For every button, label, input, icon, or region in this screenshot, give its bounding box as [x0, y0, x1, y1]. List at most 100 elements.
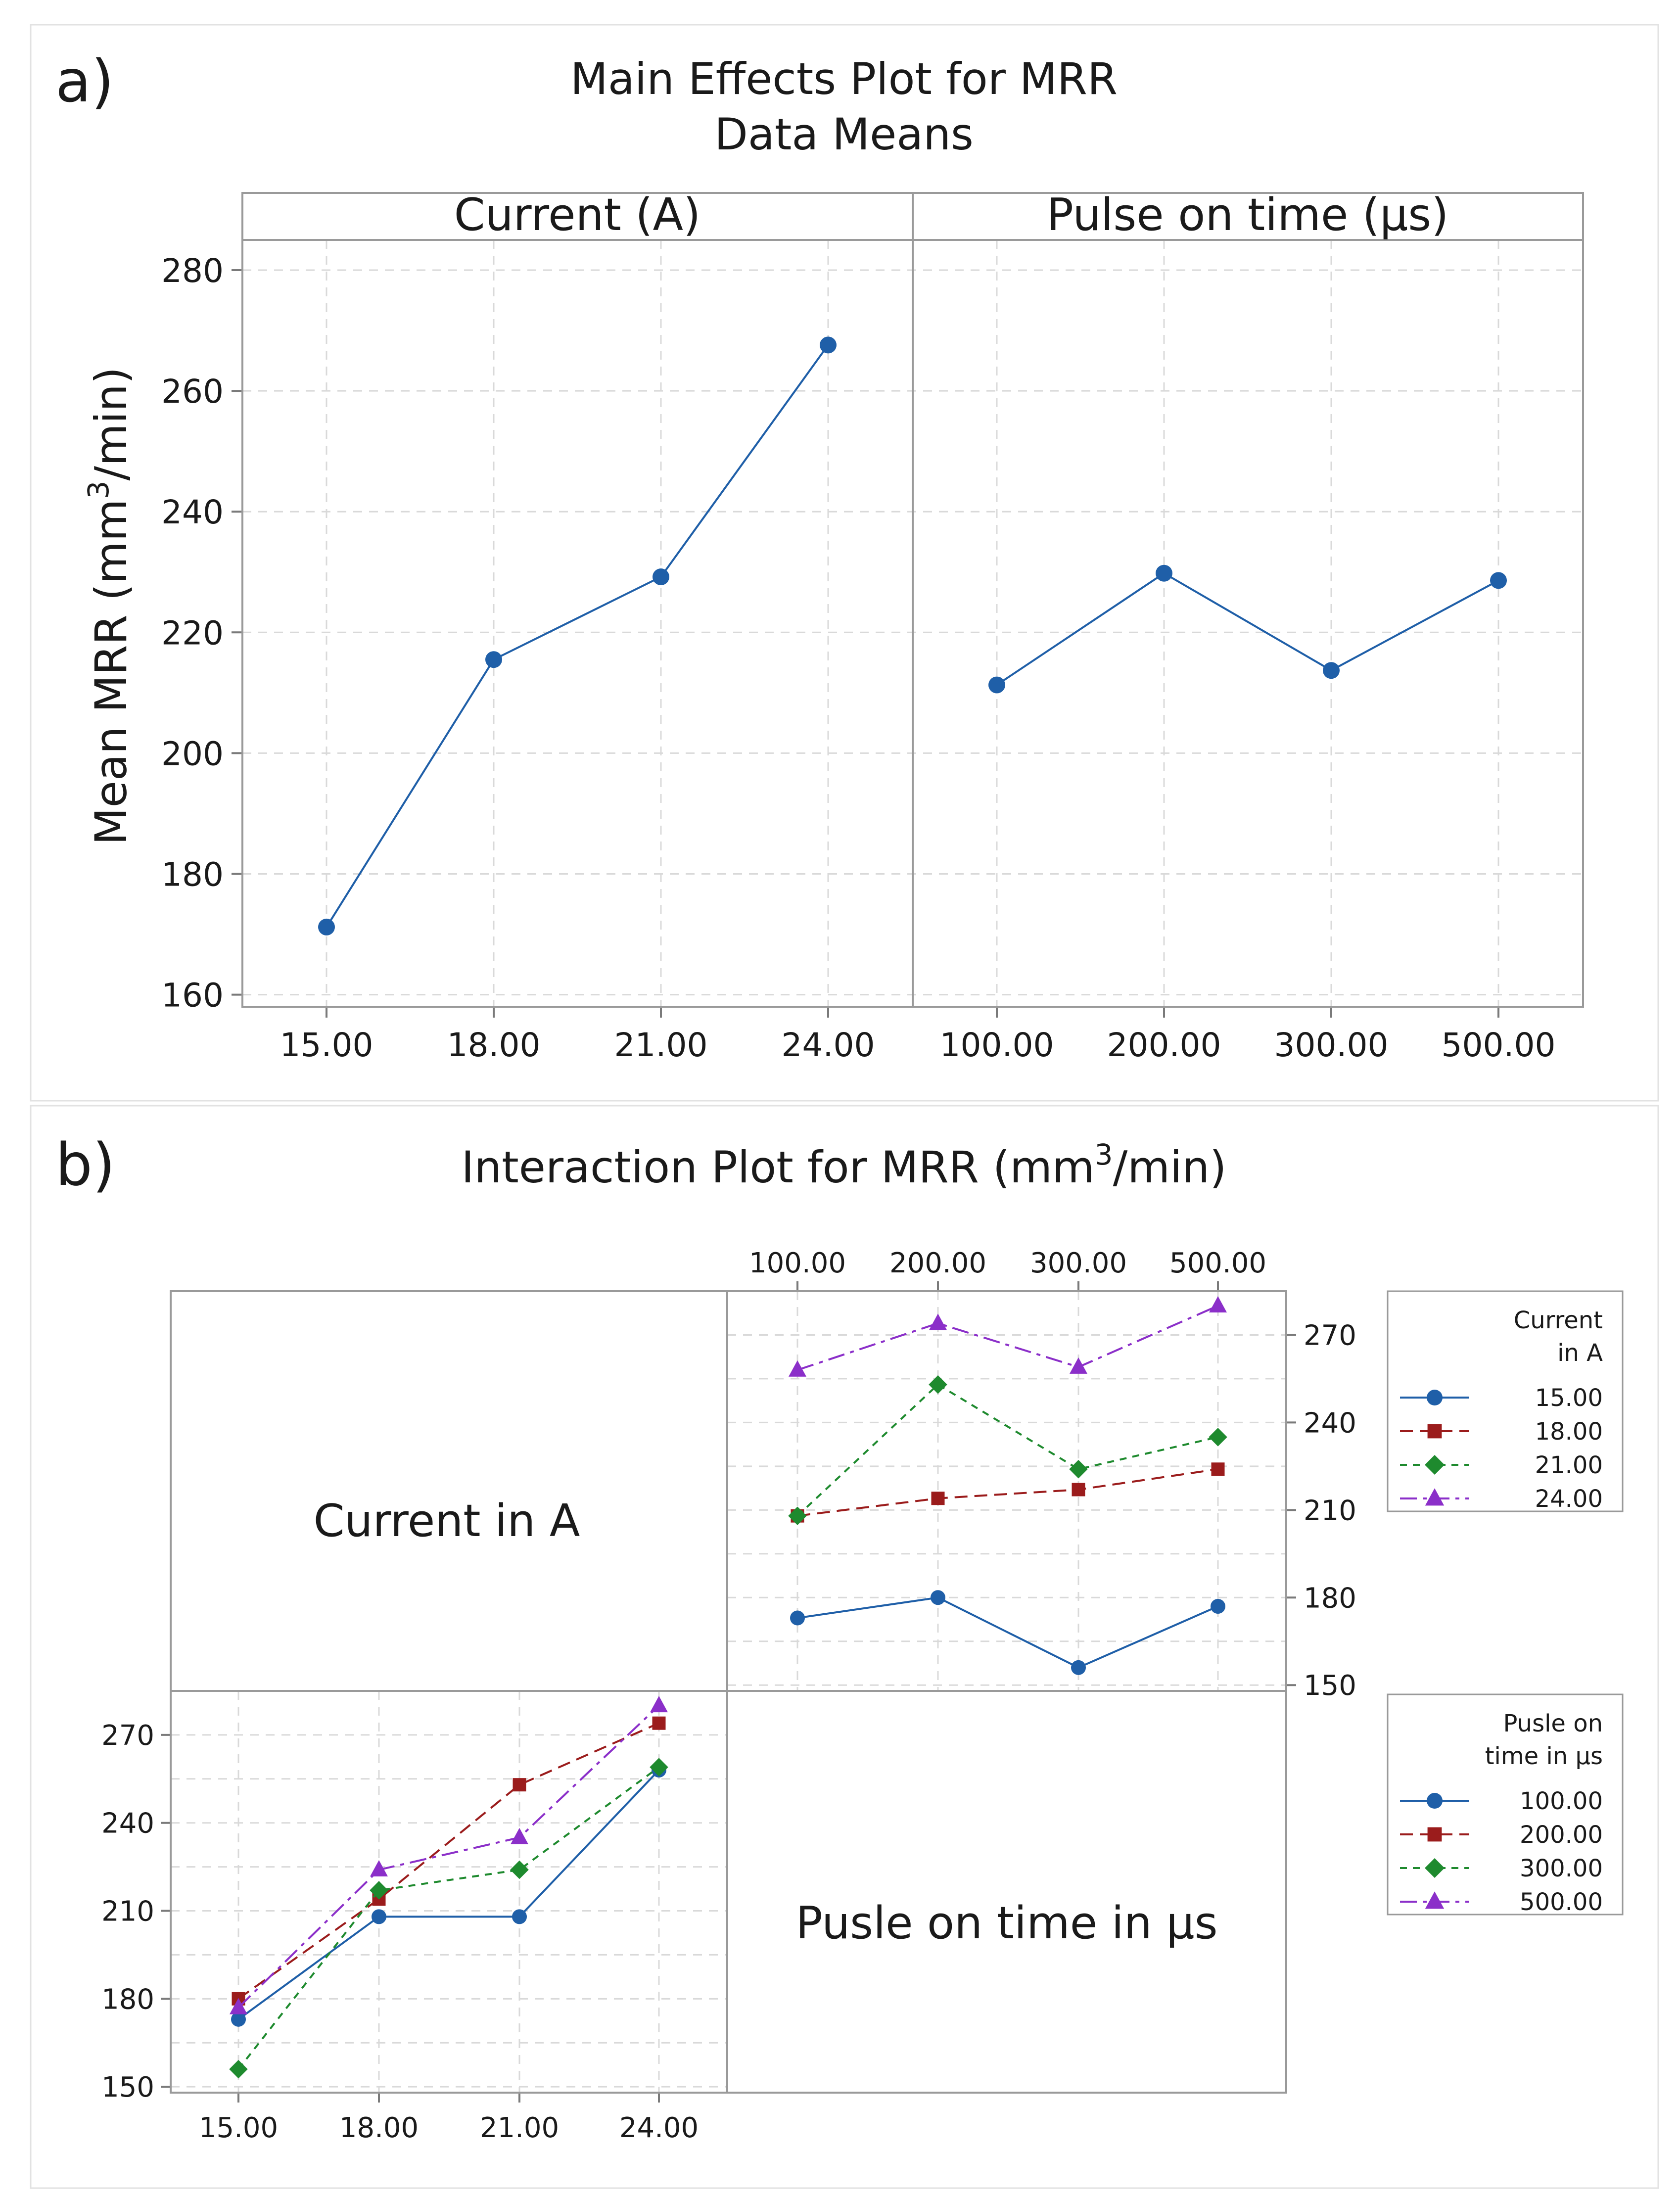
interaction-marks: [229, 1296, 1227, 2079]
bottom-left-point: [370, 1881, 388, 1900]
legend-pulse-swatch-marker: [1427, 1827, 1442, 1842]
main-effects-marks: [318, 336, 1507, 935]
panel-a-label: a): [55, 47, 114, 115]
top-right-point: [929, 1313, 947, 1330]
top-right-point: [1070, 1357, 1087, 1374]
legend-pulse-entry: 300.00: [1520, 1855, 1603, 1882]
bottom-left-y-tick-label: 180: [101, 1983, 154, 2015]
bottom-left-x-tick-label: 18.00: [339, 2112, 419, 2144]
bottom-left-point: [370, 1860, 388, 1877]
main-effects-y-tick-label: 180: [161, 855, 224, 893]
main-effects-x-tick-label: 200.00: [1107, 1026, 1221, 1064]
legend-pulse-swatch-marker: [1427, 1793, 1443, 1809]
legend-current-swatch-marker: [1425, 1455, 1445, 1475]
legend-current-entry: 24.00: [1535, 1485, 1603, 1513]
legend-current-entry: 21.00: [1535, 1451, 1603, 1479]
legend-current-box: [1387, 1290, 1624, 1512]
legend-current-swatch-marker: [1427, 1390, 1443, 1405]
panel-b-border: [30, 1105, 1659, 2189]
legend-current-title: Current: [1514, 1307, 1603, 1334]
legend-pulse-entry: 500.00: [1520, 1888, 1603, 1916]
bottom-left-y-tick-label: 270: [101, 1720, 154, 1752]
top-right-point: [1211, 1462, 1225, 1476]
bottom-left-point: [513, 1778, 526, 1792]
top-right-point: [1069, 1460, 1088, 1479]
bottom-left-point: [512, 1909, 527, 1924]
main-effects-x-tick-label: 100.00: [940, 1026, 1054, 1064]
diagonal-label-pulse: Pusle on time in µs: [795, 1897, 1217, 1949]
top-right-y-tick-label: 270: [1304, 1319, 1356, 1352]
bottom-left-point: [372, 1909, 386, 1924]
facet-header-pulse-on-time: Pulse on time (µs): [1047, 189, 1449, 241]
main-effects-point: [820, 336, 837, 354]
top-right-point: [1071, 1660, 1086, 1675]
main-effects-y-tick-label: 160: [161, 977, 224, 1015]
main-effects-point: [1323, 662, 1340, 679]
bottom-left-point: [511, 1827, 528, 1844]
legend-pulse-title: time in µs: [1485, 1742, 1603, 1770]
top-right-y-tick-label: 240: [1304, 1407, 1356, 1439]
main-effects-y-tick-label: 240: [161, 493, 224, 531]
legend-pulse-entry: 100.00: [1520, 1787, 1603, 1815]
main-effects-point: [1156, 564, 1172, 582]
main-effects-x-tick-label: 24.00: [782, 1026, 875, 1064]
bottom-left-point: [650, 1758, 668, 1777]
top-right-y-tick-label: 210: [1304, 1495, 1356, 1527]
legend-pulse-swatch-marker: [1425, 1891, 1445, 1909]
top-right-y-tick-label: 180: [1304, 1582, 1356, 1614]
main-effects-line: [326, 344, 829, 928]
interaction-legends: Current in A 15.00 18.00 21.00 24.00 Pusle on t…: [1387, 1290, 1624, 1916]
bottom-left-x-tick-label: 21.00: [480, 2112, 559, 2144]
bottom-left-point: [231, 2011, 246, 2027]
main-effects-x-tick-label: 500.00: [1442, 1026, 1556, 1064]
main-effects-point: [988, 676, 1005, 694]
panel-a-border: [30, 24, 1659, 1102]
top-right-point: [1072, 1483, 1085, 1497]
top-right-series-line: [797, 1305, 1218, 1371]
legend-pulse-entry: 200.00: [1520, 1821, 1603, 1849]
top-right-point: [790, 1610, 805, 1626]
main-effects-title: Main Effects Plot for MRR: [570, 53, 1118, 104]
top-right-point: [1211, 1598, 1225, 1614]
top-right-point: [1209, 1296, 1227, 1312]
top-right-y-tick-label: 150: [1304, 1670, 1356, 1702]
panel-b-label: b): [55, 1130, 115, 1199]
legend-current-swatch-marker: [1425, 1488, 1445, 1506]
main-effects-axes: 160 180 200 220 240 260 280 15.00 18.00 21.00 24.0…: [161, 252, 1555, 1064]
bottom-left-y-tick-label: 240: [101, 1808, 154, 1840]
legend-pulse-title: Pusle on: [1503, 1710, 1603, 1737]
facet-header-current: Current (A): [454, 189, 700, 241]
diagonal-label-current: Current in A: [314, 1495, 580, 1547]
bottom-left-series-line: [237, 1705, 660, 2009]
bottom-left-y-tick-label: 210: [101, 1896, 154, 1928]
bottom-left-point: [652, 1716, 666, 1730]
main-effects-x-tick-label: 18.00: [447, 1026, 541, 1064]
bottom-left-point: [650, 1696, 668, 1713]
main-effects-y-tick-label: 280: [161, 252, 224, 290]
top-right-x-tick-label: 100.00: [749, 1247, 846, 1279]
bottom-left-y-tick-label: 150: [101, 2071, 154, 2104]
top-right-series-line: [797, 1596, 1218, 1669]
top-right-series-line: [796, 1383, 1218, 1517]
main-effects-point: [485, 651, 502, 668]
top-right-point: [931, 1492, 945, 1505]
bottom-left-point: [510, 1860, 529, 1879]
bottom-left-x-tick-label: 24.00: [619, 2112, 699, 2144]
top-right-x-tick-label: 200.00: [889, 1247, 986, 1279]
main-effects-line: [996, 572, 1499, 686]
main-effects-point: [318, 918, 335, 935]
bottom-left-point: [230, 1998, 247, 2014]
top-right-x-tick-label: 300.00: [1030, 1247, 1127, 1279]
interaction-axes: 150 180 210 240 270 100.00 200.00 300.00 500.00 1…: [101, 1247, 1356, 2144]
legend-current-entry: 15.00: [1535, 1384, 1603, 1412]
main-effects-point: [1490, 572, 1507, 589]
top-right-x-tick-label: 500.00: [1169, 1247, 1266, 1279]
legend-current-entry: 18.00: [1535, 1418, 1603, 1446]
top-right-point: [788, 1506, 807, 1525]
top-right-point: [789, 1360, 806, 1377]
legend-current-swatch-marker: [1427, 1424, 1442, 1439]
legend-pulse-swatch-marker: [1425, 1858, 1445, 1878]
bottom-left-series-line: [237, 1769, 660, 2020]
bottom-left-series-line: [237, 1722, 659, 2000]
